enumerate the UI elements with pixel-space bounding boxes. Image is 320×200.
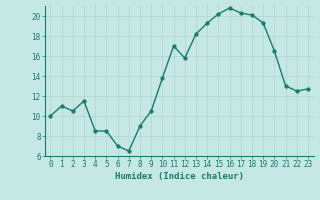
X-axis label: Humidex (Indice chaleur): Humidex (Indice chaleur) (115, 172, 244, 181)
